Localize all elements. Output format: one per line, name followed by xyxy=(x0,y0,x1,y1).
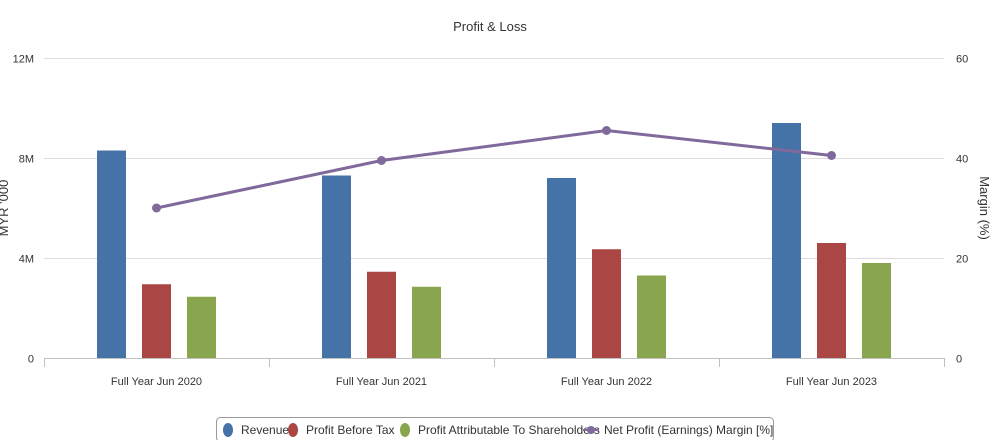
x-tick-label: Full Year Jun 2020 xyxy=(111,376,202,388)
right-tick-label: 40 xyxy=(956,154,968,166)
legend-point-symbol xyxy=(587,426,595,434)
left-axis-ticks: 0 4M 8M 12M xyxy=(13,54,34,366)
right-axis-ticks: 0 20 40 60 xyxy=(956,54,968,366)
right-tick-label: 0 xyxy=(956,354,962,366)
legend-bar-symbol xyxy=(400,423,410,437)
legend-bar-symbol xyxy=(223,423,233,437)
legend-label: Net Profit (Earnings) Margin [%] xyxy=(604,423,773,437)
x-tick-label: Full Year Jun 2023 xyxy=(786,376,877,388)
bar xyxy=(592,249,621,358)
bar xyxy=(817,243,846,358)
legend-bar-symbol xyxy=(288,423,298,437)
margin-line xyxy=(156,128,832,210)
x-axis-ticks: Full Year Jun 2020 Full Year Jun 2021 Full… xyxy=(44,358,945,388)
legend: Revenue Profit Before Tax Profit Attributa… xyxy=(216,417,774,440)
legend-box xyxy=(216,417,774,440)
bar xyxy=(97,150,126,358)
left-tick-label: 0 xyxy=(28,354,34,366)
left-tick-label: 12M xyxy=(13,54,34,66)
margin-point xyxy=(152,203,161,213)
margin-point xyxy=(827,151,836,160)
bar-series xyxy=(97,123,891,358)
margin-point xyxy=(377,156,386,165)
chart-title: Profit & Loss xyxy=(453,19,527,34)
legend-label: Profit Before Tax xyxy=(306,423,395,437)
bar xyxy=(637,275,666,358)
legend-label: Profit Attributable To Shareholders xyxy=(418,423,600,437)
bar xyxy=(547,178,576,358)
line-series xyxy=(152,126,836,213)
left-tick-label: 4M xyxy=(19,254,34,266)
right-tick-label: 20 xyxy=(956,254,968,266)
x-tick-label: Full Year Jun 2022 xyxy=(561,376,652,388)
right-tick-label: 60 xyxy=(956,54,968,66)
left-tick-label: 8M xyxy=(19,154,34,166)
bar xyxy=(862,263,891,358)
x-tick-label: Full Year Jun 2021 xyxy=(336,376,427,388)
bar xyxy=(772,123,801,358)
legend-label: Revenue xyxy=(241,423,289,437)
left-axis-title: MYR '000 xyxy=(0,180,11,237)
bar xyxy=(322,175,351,358)
gridlines xyxy=(44,58,944,259)
right-axis-title: Margin (%) xyxy=(977,176,992,240)
margin-point xyxy=(602,126,611,135)
bar xyxy=(412,286,441,358)
bar xyxy=(187,296,216,358)
bar xyxy=(142,284,171,358)
bar xyxy=(367,271,396,358)
